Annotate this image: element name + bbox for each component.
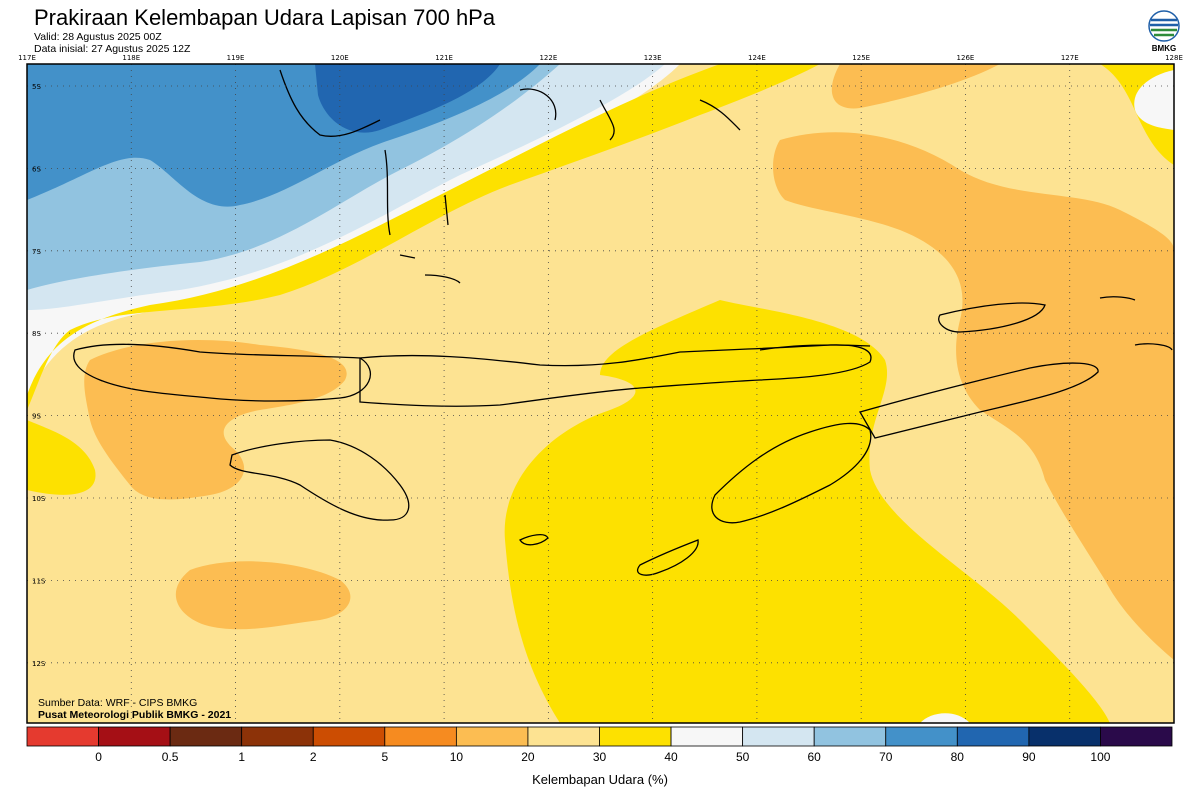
lon-tick-label: 119E (227, 54, 245, 62)
colorbar-swatch (885, 726, 958, 747)
colorbar-label: 0 (95, 750, 102, 764)
colorbar-swatch (384, 726, 457, 747)
far-east-islands (1099, 296, 1173, 351)
lat-tick-label: 7S (32, 248, 41, 256)
init-time: Data inisial: 27 Agustus 2025 12Z (34, 43, 191, 55)
zone-10-20-south-west (175, 561, 351, 630)
colorbar-label: 60 (807, 750, 821, 764)
valid-time: Valid: 28 Agustus 2025 00Z (34, 31, 162, 43)
publisher: Pusat Meteorologi Publik BMKG - 2021 (38, 709, 232, 721)
zone-10-20-west (84, 340, 347, 500)
colorbar-label: 0.5 (161, 750, 179, 764)
bmkg-logo-icon (1144, 8, 1184, 58)
zone-40-50-patch (920, 713, 970, 723)
map-frame (26, 63, 1175, 724)
colorbar-title: Kelembapan Udara (%) (532, 772, 668, 787)
lat-tick-label: 5S (32, 83, 41, 91)
colorbar-swatch (98, 726, 171, 747)
flores-coast (359, 344, 872, 407)
lon-tick-label: 118E (122, 54, 140, 62)
lat-tick-label: 12S (32, 660, 46, 668)
lon-tick-label: 124E (748, 54, 766, 62)
lon-tick-label: 128E (1165, 54, 1183, 62)
colorbar-label: 70 (879, 750, 893, 764)
lon-tick-label: 127E (1061, 54, 1079, 62)
zone-10-20-east (773, 132, 1174, 660)
colorbar-label: 40 (664, 750, 678, 764)
colorbar-label: 30 (592, 750, 607, 764)
logo-label: BMKG (1151, 44, 1177, 53)
colorbar-swatch (599, 726, 672, 747)
lon-tick-label: 123E (644, 54, 662, 62)
lon-tick-label: 120E (331, 54, 349, 62)
colorbar-swatch (241, 726, 314, 747)
colorbar-swatch (26, 726, 99, 747)
alor-coast (759, 344, 871, 351)
colorbar-swatch (670, 726, 744, 747)
lat-tick-label: 9S (32, 413, 41, 421)
coastlines (73, 69, 1173, 576)
colorbar-swatch (312, 726, 386, 747)
wetar-coast (938, 302, 1046, 333)
colorbar-label: 10 (449, 750, 464, 764)
colorbar-label: 2 (309, 750, 317, 764)
colorbar-label: 90 (1022, 750, 1036, 764)
colorbar-label: 50 (735, 750, 750, 764)
humidity-field (27, 64, 1174, 723)
sumbawa-lombok-coast (73, 343, 372, 402)
colorbar-label: 1 (238, 750, 246, 764)
colorbar-swatch (169, 726, 243, 747)
data-source: Sumber Data: WRF - CIPS BMKG (38, 697, 198, 709)
colorbar-label: 100 (1090, 750, 1111, 764)
zone-30-40-west (27, 420, 96, 495)
lat-tick-label: 8S (32, 330, 41, 338)
lon-tick-label: 126E (957, 54, 975, 62)
tukangbesi-coast (399, 254, 461, 284)
lon-tick-label: 117E (18, 54, 36, 62)
sumba-coast (229, 439, 410, 521)
colorbar (26, 726, 1173, 747)
selayar-coast (444, 194, 449, 226)
colorbar-swatch (1100, 726, 1173, 747)
colorbar-label: 80 (950, 750, 964, 764)
zone-30-40-north (27, 64, 820, 410)
colorbar-label: 5 (381, 750, 389, 764)
timor-coast (711, 422, 872, 524)
rote-coast (636, 539, 699, 576)
lon-tick-label: 122E (539, 54, 557, 62)
lat-tick-label: 10S (32, 495, 46, 503)
sulawesi-south-coast (279, 69, 391, 236)
lat-tick-label: 11S (32, 577, 46, 585)
colorbar-swatch (813, 726, 887, 747)
axis-ticks: 117E 118E 119E 120E 121E 122E 123E 124E 125E 126E… (18, 54, 1183, 668)
timor-leste-coast (859, 362, 1099, 439)
lon-tick-label: 121E (435, 54, 453, 62)
zone-30-40-south (504, 300, 1110, 723)
map-title: Prakiraan Kelembapan Udara Lapisan 700 h… (34, 5, 496, 30)
colorbar-swatch (956, 726, 1030, 747)
colorbar-swatch (527, 726, 600, 747)
colorbar-label: 20 (521, 750, 535, 764)
colorbar-swatch (1028, 726, 1101, 747)
lon-tick-label: 125E (852, 54, 870, 62)
islands-north-coast (519, 88, 741, 141)
colorbar-swatch (742, 726, 815, 747)
lat-tick-label: 6S (32, 165, 41, 173)
colorbar-swatch (455, 726, 529, 747)
zone-40-50-ne (1134, 70, 1174, 130)
zone-80-90 (315, 64, 500, 133)
